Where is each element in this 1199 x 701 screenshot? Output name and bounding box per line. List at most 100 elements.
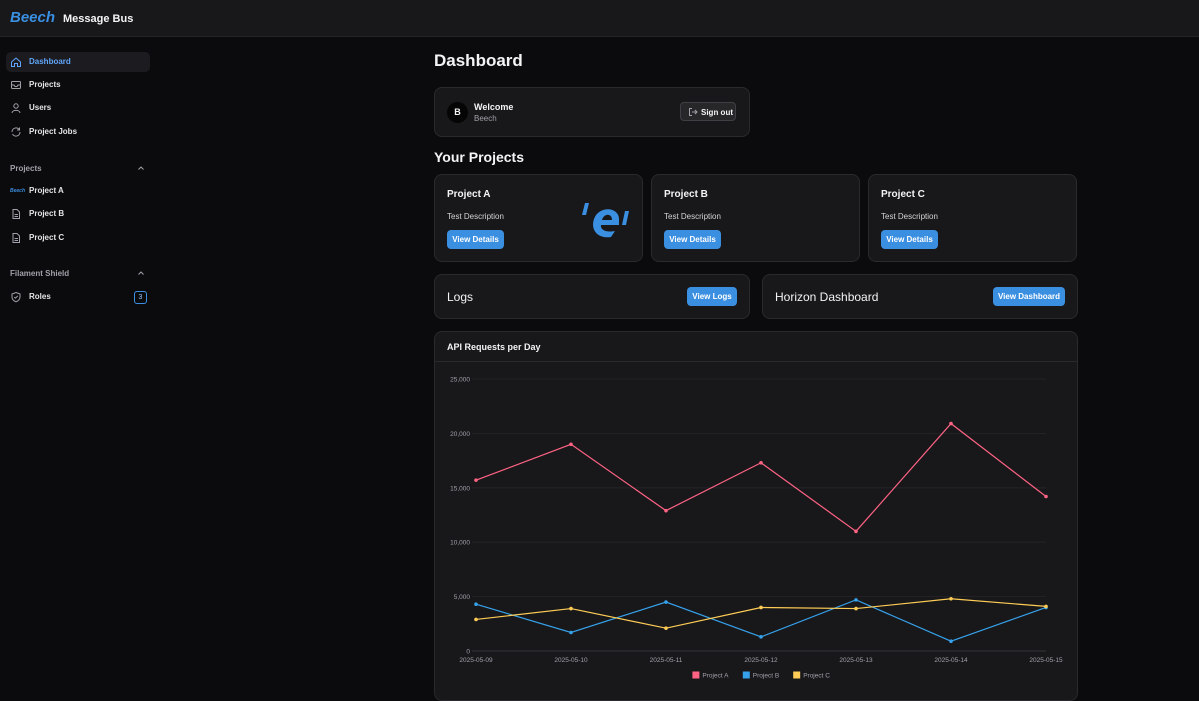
chart-card: API Requests per Day bbox=[434, 331, 1078, 701]
nav-item[interactable]: Project C bbox=[6, 228, 150, 248]
legend-swatch bbox=[692, 671, 700, 679]
top-bar: Beech Message Bus bbox=[0, 0, 1199, 37]
logs-card: Logs View Logs bbox=[434, 274, 750, 319]
group-label: Filament Shield bbox=[10, 269, 70, 278]
x-tick-label: 2025-05-13 bbox=[839, 657, 873, 664]
x-tick-label: 2025-05-14 bbox=[934, 657, 968, 664]
nav-item[interactable]: Project B bbox=[6, 204, 150, 224]
data-point bbox=[664, 508, 668, 513]
data-point bbox=[854, 598, 858, 602]
view-details-button[interactable]: View Details bbox=[664, 230, 721, 249]
data-point bbox=[664, 626, 668, 630]
view-logs-button[interactable]: View Logs bbox=[687, 287, 737, 306]
card-label: Logs bbox=[447, 290, 474, 304]
group-label: Projects bbox=[10, 164, 42, 173]
horizon-card: Horizon Dashboard View Dashboard bbox=[762, 274, 1078, 319]
project-description: Test Description bbox=[881, 212, 938, 221]
nav-label: Project C bbox=[29, 233, 65, 242]
x-tick-label: 2025-05-10 bbox=[554, 657, 588, 664]
card-label: Horizon Dashboard bbox=[775, 290, 879, 304]
x-tick-label: 2025-05-11 bbox=[650, 657, 683, 664]
legend-swatch bbox=[742, 671, 750, 679]
sign-out-button[interactable]: Sign out bbox=[680, 102, 736, 121]
data-point bbox=[569, 606, 573, 611]
x-tick-label: 2025-05-09 bbox=[459, 657, 493, 664]
legend-swatch bbox=[793, 671, 801, 679]
nav-label: Project Jobs bbox=[29, 127, 78, 136]
project-card: Project A Test Description View Details bbox=[434, 174, 643, 262]
nav-item[interactable]: Users bbox=[6, 98, 150, 118]
data-point bbox=[1044, 604, 1048, 609]
button-label: Sign out bbox=[701, 108, 733, 117]
legend-label: Project C bbox=[803, 672, 830, 679]
series-line bbox=[475, 422, 1047, 533]
brand[interactable]: Beech bbox=[10, 9, 56, 26]
view-details-button[interactable]: View Details bbox=[447, 230, 504, 249]
legend-label: Project B bbox=[753, 672, 779, 679]
data-point bbox=[854, 606, 858, 611]
refresh-icon bbox=[11, 127, 21, 137]
project-card: Project C Test Description View Details bbox=[868, 174, 1077, 262]
nav-item[interactable]: Roles bbox=[6, 287, 150, 307]
data-point bbox=[474, 478, 478, 482]
data-point bbox=[949, 639, 953, 644]
nav-item[interactable]: Project Jobs bbox=[6, 122, 150, 142]
y-tick-label: 10,000 bbox=[450, 540, 470, 547]
y-tick-label: 5,000 bbox=[454, 594, 471, 601]
nav-label: Users bbox=[29, 103, 52, 112]
project-logo bbox=[582, 203, 629, 238]
legend-label: Project A bbox=[702, 672, 729, 679]
project-name: Project B bbox=[664, 189, 708, 200]
project-name: Project C bbox=[881, 189, 925, 200]
y-tick-label: 25,000 bbox=[450, 377, 470, 384]
collapse-icon[interactable] bbox=[137, 164, 145, 172]
sign-out-icon bbox=[689, 108, 698, 116]
nav-item[interactable]: Beech Project A bbox=[6, 181, 150, 201]
avatar: B bbox=[447, 102, 468, 123]
nav-item[interactable]: Dashboard bbox=[6, 52, 150, 72]
chart-title: API Requests per Day bbox=[447, 342, 541, 352]
x-tick-label: 2025-05-15 bbox=[1029, 657, 1063, 664]
view-dashboard-button[interactable]: View Dashboard bbox=[993, 287, 1065, 306]
nav-item[interactable]: Projects bbox=[6, 75, 150, 95]
y-tick-label: 15,000 bbox=[450, 485, 470, 492]
nav-label: Dashboard bbox=[29, 57, 71, 66]
section-heading: Your Projects bbox=[434, 149, 524, 165]
data-point bbox=[474, 602, 478, 607]
data-point bbox=[949, 596, 953, 601]
y-tick-label: 0 bbox=[466, 649, 470, 656]
inbox-icon bbox=[11, 81, 21, 89]
project-description: Test Description bbox=[447, 212, 504, 221]
y-tick-label: 20,000 bbox=[450, 431, 470, 438]
welcome-name: Beech bbox=[474, 114, 497, 123]
divider bbox=[435, 361, 1077, 362]
welcome-card: B Welcome Beech Sign out bbox=[434, 87, 750, 137]
series-line bbox=[475, 598, 1047, 629]
line-chart: 0 5,000 10,000 15,000 20,000 25,000 2025-05-09… bbox=[450, 377, 1063, 680]
app-title: Message Bus bbox=[63, 13, 134, 25]
welcome-title: Welcome bbox=[474, 102, 514, 112]
project-logo: Beech bbox=[10, 188, 26, 194]
user-icon bbox=[11, 103, 21, 114]
nav-label: Project B bbox=[29, 209, 65, 218]
data-point bbox=[1044, 494, 1048, 499]
data-point bbox=[664, 600, 668, 604]
project-card: Project B Test Description View Details bbox=[651, 174, 860, 262]
data-point bbox=[854, 529, 858, 534]
x-tick-label: 2025-05-12 bbox=[744, 657, 778, 664]
count-badge: 3 bbox=[134, 291, 147, 304]
collapse-icon[interactable] bbox=[137, 269, 145, 277]
page-heading: Dashboard bbox=[434, 51, 523, 70]
data-point bbox=[474, 617, 478, 622]
data-point bbox=[759, 635, 763, 639]
view-details-button[interactable]: View Details bbox=[881, 230, 938, 249]
doc-icon bbox=[12, 233, 20, 243]
nav-label: Project A bbox=[29, 186, 64, 195]
project-description: Test Description bbox=[664, 212, 721, 221]
project-name: Project A bbox=[447, 189, 491, 200]
data-point bbox=[569, 442, 573, 447]
nav-label: Roles bbox=[29, 292, 51, 301]
shield-icon bbox=[11, 291, 21, 303]
nav-label: Projects bbox=[29, 80, 61, 89]
